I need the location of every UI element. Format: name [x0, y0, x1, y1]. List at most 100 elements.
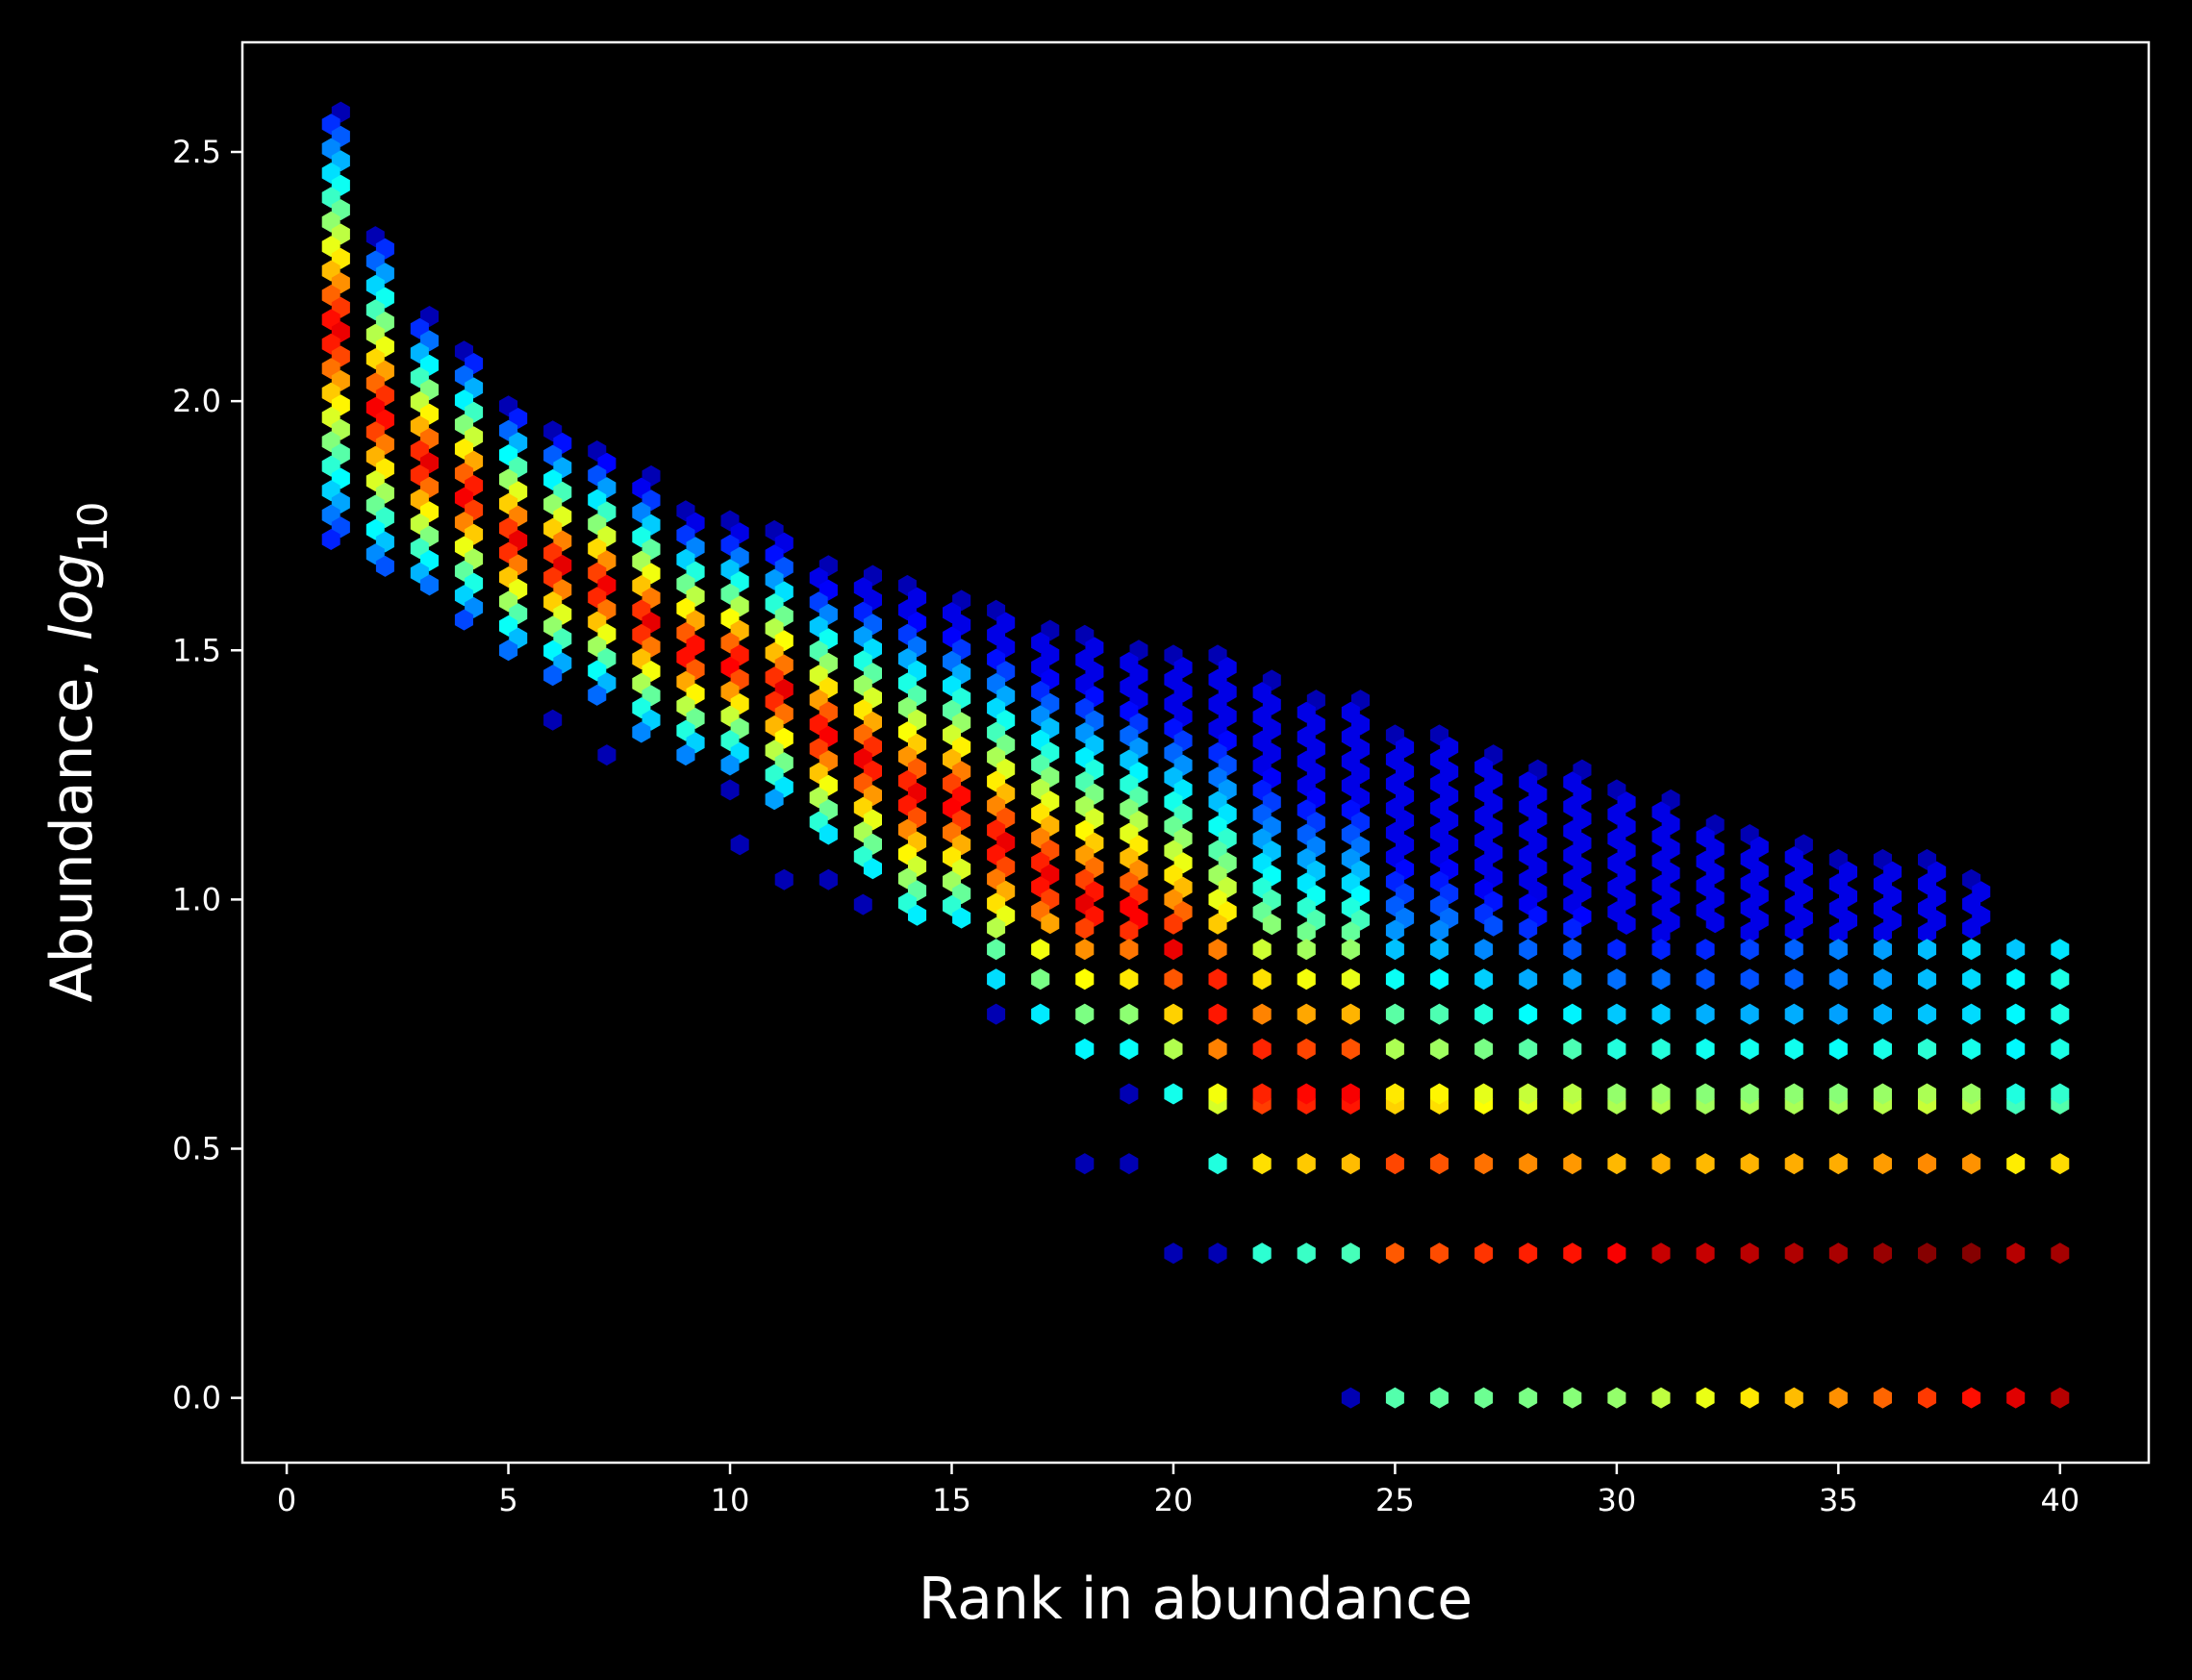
hex-bin	[1474, 1038, 1494, 1060]
hex-bin	[1075, 968, 1095, 990]
hex-bin	[1385, 1083, 1404, 1105]
y-tick-label: 1.5	[172, 632, 221, 668]
hex-bin	[1208, 1242, 1227, 1265]
hex-bin	[321, 529, 340, 550]
hex-bin	[1740, 968, 1759, 990]
hex-bin	[1607, 939, 1626, 961]
hex-bin	[1120, 968, 1139, 990]
hex-bin	[1297, 968, 1316, 990]
y-tick-label: 0.5	[172, 1131, 221, 1167]
hex-bin	[1519, 1038, 1538, 1060]
x-tick-label: 25	[1375, 1482, 1415, 1518]
hex-bin	[720, 754, 740, 776]
hex-bin	[819, 868, 838, 890]
hex-bin	[1252, 1003, 1272, 1025]
hex-bin	[1607, 1242, 1626, 1265]
hex-bin	[1696, 1038, 1715, 1060]
hex-bin	[1740, 1083, 1759, 1105]
hex-bin	[1740, 921, 1759, 943]
hex-bin	[1385, 1038, 1404, 1060]
hex-bin	[1341, 1153, 1360, 1175]
hex-bin	[1651, 923, 1671, 945]
hex-bin	[2006, 1038, 2026, 1060]
hex-bin	[2006, 939, 2026, 961]
hex-bin	[1341, 1038, 1360, 1060]
hex-bin	[1164, 913, 1183, 935]
hex-bin	[1607, 1387, 1626, 1409]
hex-bin	[1430, 1242, 1449, 1265]
hex-bin	[1651, 1038, 1671, 1060]
hex-bin	[1208, 939, 1227, 961]
hex-bin	[632, 721, 651, 743]
y-axis-label-text: Abundance,	[38, 640, 106, 1002]
hex-bin	[1208, 1153, 1227, 1175]
hex-bin	[1297, 939, 1316, 961]
hex-bin	[1563, 1038, 1582, 1060]
hex-bin	[1075, 1153, 1095, 1175]
hex-bin	[1208, 968, 1227, 990]
hex-bin	[1120, 920, 1139, 942]
hex-bin	[1563, 939, 1582, 961]
x-tick-label: 0	[277, 1482, 296, 1518]
hex-bin	[588, 684, 607, 706]
hex-bin	[1430, 968, 1449, 990]
hex-bin	[1120, 939, 1139, 961]
y-axis-label-math: log	[38, 553, 106, 640]
hex-bin	[1740, 1038, 1759, 1060]
x-tick-label: 40	[2040, 1482, 2079, 1518]
hex-bin	[987, 939, 1006, 961]
hex-bin	[1341, 921, 1360, 943]
hex-bin	[499, 639, 518, 662]
hex-bin	[1120, 1153, 1139, 1175]
hex-bin	[1031, 1003, 1050, 1025]
hex-bin	[1828, 1387, 1848, 1409]
hex-bin	[454, 609, 473, 631]
hex-bin	[1784, 919, 1803, 941]
hex-bin	[1430, 1387, 1449, 1409]
x-tick-label: 5	[498, 1482, 517, 1518]
hex-bin	[1607, 1083, 1626, 1105]
y-axis-ticks: 0.0 0.5 1.0 1.5 2.0 2.5	[172, 134, 242, 1417]
hex-bin	[1918, 1083, 1937, 1105]
hex-bin	[1784, 1038, 1803, 1060]
hex-bin	[1164, 939, 1183, 961]
hex-bin	[1784, 939, 1803, 961]
hex-bin	[1385, 939, 1404, 961]
hex-bin	[1474, 1387, 1494, 1409]
hex-bin	[1031, 968, 1050, 990]
hex-bin	[1828, 1083, 1848, 1105]
hex-bin	[597, 744, 617, 766]
hex-bin	[543, 709, 563, 731]
hex-bin	[1341, 1387, 1360, 1409]
hex-bin	[1607, 1153, 1626, 1175]
hex-bin	[1962, 939, 1981, 961]
hex-bin	[2051, 1387, 2070, 1409]
hex-bin	[1828, 1003, 1848, 1025]
hex-bin	[1385, 919, 1404, 941]
hex-bin	[1297, 1038, 1316, 1060]
hex-bin	[1740, 1242, 1759, 1265]
hex-bin	[1607, 1003, 1626, 1025]
hex-bin	[1962, 1038, 1981, 1060]
hex-bin	[1120, 1038, 1139, 1060]
hex-bin	[1740, 1003, 1759, 1025]
hex-bin	[2051, 1003, 2070, 1025]
hex-bin	[1962, 917, 1981, 940]
hex-bin	[2051, 968, 2070, 990]
hex-bin	[1563, 1153, 1582, 1175]
hex-bin	[1828, 1242, 1848, 1265]
y-tick-label: 2.0	[172, 383, 221, 419]
y-axis-label-subscript: 10	[69, 501, 116, 552]
hex-bin	[1297, 1083, 1316, 1105]
hex-bin	[1164, 968, 1183, 990]
hex-bin	[1740, 1387, 1759, 1409]
hex-bin	[1696, 1153, 1715, 1175]
hex-bin	[1918, 939, 1937, 961]
hex-bin	[2051, 1083, 2070, 1105]
hex-bin	[1208, 1038, 1227, 1060]
hex-bin	[1651, 1003, 1671, 1025]
hex-bin	[1297, 1003, 1316, 1025]
hex-bin	[819, 823, 838, 845]
hex-bin	[1341, 1003, 1360, 1025]
hex-bin	[1696, 1003, 1715, 1025]
